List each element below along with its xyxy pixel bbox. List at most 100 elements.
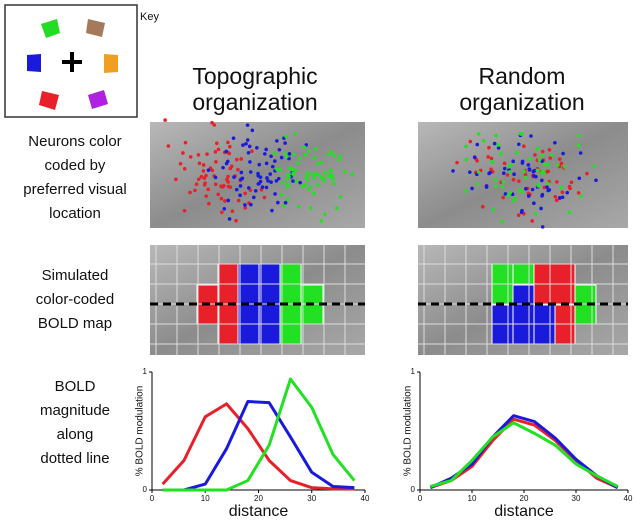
neuron-dot [491, 208, 495, 212]
neuron-dot [275, 139, 279, 143]
neuron-dot [295, 179, 299, 183]
y-axis-label: % BOLD modulation [135, 386, 146, 477]
neuron-dot [316, 183, 320, 187]
neuron-dot [553, 195, 557, 199]
neuron-dot [320, 219, 324, 223]
neuron-dot [292, 153, 296, 157]
neuron-dot [531, 188, 535, 192]
neuron-dot [306, 178, 310, 182]
neuron-dot [323, 213, 327, 217]
neuron-dot [302, 145, 306, 149]
neuron-dot [222, 207, 226, 211]
neuron-dot [533, 153, 537, 157]
neuron-dot [244, 142, 248, 146]
neuron-dot [546, 181, 550, 185]
neuron-dot [270, 209, 274, 213]
neuron-dot [283, 141, 287, 145]
neuron-dot [235, 188, 239, 192]
neuron-dot [231, 209, 235, 213]
neuron-dot [555, 180, 559, 184]
neuron-dot [486, 155, 490, 159]
neuron-dot [263, 152, 267, 156]
neuron-dot [184, 141, 188, 145]
neuron-dot [487, 146, 491, 150]
neuron-dot [235, 158, 239, 162]
neuron-dot [536, 168, 540, 172]
neuron-dot [468, 170, 472, 174]
neuron-dot [215, 141, 219, 145]
neuron-dot [309, 173, 313, 177]
neuron-dot [264, 148, 268, 152]
neuron-dot [236, 168, 240, 172]
neuron-dot [319, 161, 323, 165]
neuron-dot [285, 177, 289, 181]
neuron-dot [494, 178, 498, 182]
x-axis-label: distance [229, 503, 289, 517]
neuron-dot [489, 168, 493, 172]
row-label: magnitude [40, 402, 110, 419]
neuron-dot [189, 155, 193, 159]
neuron-dot [255, 146, 259, 150]
x-tick-label: 30 [307, 494, 316, 503]
neuron-dot [200, 175, 204, 179]
neuron-dot [518, 132, 522, 136]
y-axis-label: % BOLD modulation [403, 386, 414, 477]
row-label: Simulated [42, 267, 109, 284]
y-tick-label: 0 [411, 485, 416, 494]
neuron-dot [297, 205, 301, 209]
neuron-dot [329, 168, 333, 172]
neuron-dot [282, 204, 286, 208]
neuron-dot [179, 162, 183, 166]
neuron-dot [226, 141, 230, 145]
neuron-dot [561, 190, 565, 194]
row-label: color-coded [36, 291, 114, 308]
x-tick-label: 20 [254, 494, 263, 503]
series-line [163, 404, 355, 489]
neuron-dot [473, 155, 477, 159]
neuron-dot [183, 167, 187, 171]
neuron-dot [506, 173, 510, 177]
neuron-dot [247, 151, 251, 155]
neuron-dot [284, 135, 288, 139]
neuron-dot [321, 176, 325, 180]
neuron-dot [570, 180, 574, 184]
column-title: Random [479, 63, 566, 89]
neuron-dot [163, 118, 167, 122]
neuron-dot [539, 207, 543, 211]
neuron-dot [204, 174, 208, 178]
neuron-dot [294, 168, 298, 172]
x-tick-label: 10 [468, 494, 477, 503]
neuron-dot [476, 182, 480, 186]
neuron-dot [210, 121, 214, 125]
neuron-dot [477, 132, 481, 136]
neuron-dot [502, 171, 506, 175]
neuron-dot [250, 149, 254, 153]
neuron-dot [330, 150, 334, 154]
neuron-dot [517, 179, 521, 183]
neuron-dot [309, 206, 313, 210]
neuron-dot [276, 201, 280, 205]
neuron-dot [197, 177, 201, 181]
x-tick-label: 40 [624, 494, 633, 503]
x-axis-label: distance [494, 503, 554, 517]
neuron-dot [298, 181, 302, 185]
neuron-dot [339, 195, 343, 199]
neuron-dot [556, 163, 560, 167]
neuron-dot [252, 196, 256, 200]
column-title: organization [459, 89, 584, 115]
neuron-dot [206, 188, 210, 192]
neuron-dot [508, 170, 512, 174]
neuron-dot [278, 168, 282, 172]
neuron-dot [541, 154, 545, 158]
neuron-dot [517, 142, 521, 146]
column-title: organization [192, 89, 317, 115]
neuron-dot [266, 179, 270, 183]
neuron-dot [579, 194, 583, 198]
neuron-dot [528, 157, 532, 161]
row-label: coded by [45, 157, 106, 174]
neuron-dot [239, 157, 243, 161]
neuron-dot [207, 168, 211, 172]
x-tick-label: 0 [150, 494, 155, 503]
neuron-dot [167, 144, 171, 148]
neuron-dot [221, 166, 225, 170]
